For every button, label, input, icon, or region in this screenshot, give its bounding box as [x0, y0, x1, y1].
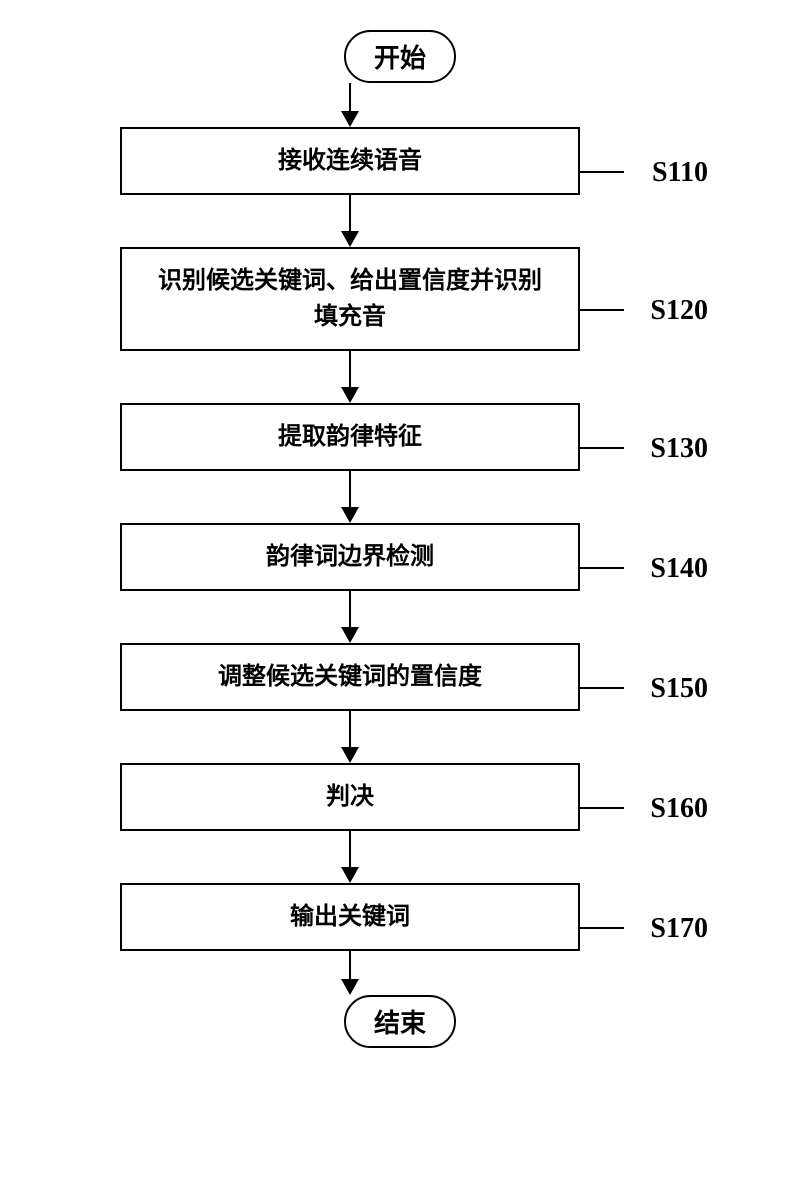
connector-line: [580, 567, 624, 569]
step-row: 调整候选关键词的置信度 S150: [50, 643, 750, 711]
step-label: S170: [650, 913, 708, 945]
process-text: 调整候选关键词的置信度: [218, 664, 482, 690]
process-text: 提取韵律特征: [278, 424, 422, 450]
connector-line: [580, 171, 624, 173]
step-row: 判决 S160: [50, 763, 750, 831]
process-text: 识别候选关键词、给出置信度并识别 填充音: [158, 268, 542, 330]
step-row: 识别候选关键词、给出置信度并识别 填充音 S120: [50, 247, 750, 351]
arrow: [341, 83, 359, 127]
process-text: 韵律词边界检测: [266, 544, 434, 570]
step-row: 接收连续语音 S110: [50, 127, 750, 195]
end-label: 结束: [374, 1009, 426, 1038]
connector-line: [580, 447, 624, 449]
end-terminator: 结束: [344, 995, 456, 1048]
step-row: 输出关键词 S170: [50, 883, 750, 951]
process-box: 输出关键词: [120, 883, 580, 951]
process-text: 输出关键词: [290, 904, 410, 930]
arrow: [341, 351, 359, 403]
process-box: 调整候选关键词的置信度: [120, 643, 580, 711]
process-text: 接收连续语音: [278, 148, 422, 174]
step-label: S150: [650, 673, 708, 705]
connector-line: [580, 807, 624, 809]
arrow: [341, 471, 359, 523]
step-label: S130: [650, 433, 708, 465]
process-box: 提取韵律特征: [120, 403, 580, 471]
step-row: 韵律词边界检测 S140: [50, 523, 750, 591]
connector-line: [580, 309, 624, 311]
flowchart-container: 开始 接收连续语音 S110 识别候选关键词、给出置信度并识别 填充音 S120 提取韵…: [50, 30, 750, 1048]
process-box: 韵律词边界检测: [120, 523, 580, 591]
step-row: 提取韵律特征 S130: [50, 403, 750, 471]
start-label: 开始: [374, 44, 426, 73]
process-box: 判决: [120, 763, 580, 831]
start-terminator: 开始: [344, 30, 456, 83]
arrow: [341, 831, 359, 883]
connector-line: [580, 687, 624, 689]
connector-line: [580, 927, 624, 929]
step-label: S140: [650, 553, 708, 585]
step-label: S160: [650, 793, 708, 825]
arrow: [341, 951, 359, 995]
step-label: S110: [652, 157, 708, 189]
step-label: S120: [650, 295, 708, 327]
arrow: [341, 591, 359, 643]
arrow: [341, 195, 359, 247]
process-box: 接收连续语音: [120, 127, 580, 195]
process-text: 判决: [326, 784, 374, 810]
arrow: [341, 711, 359, 763]
process-box: 识别候选关键词、给出置信度并识别 填充音: [120, 247, 580, 351]
